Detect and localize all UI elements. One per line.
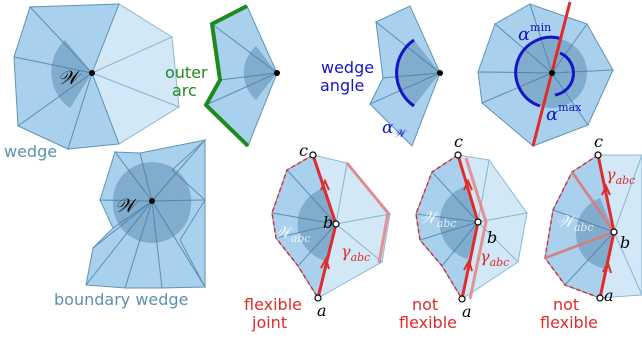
- vertex-a-3: [596, 294, 604, 302]
- wedge-dark-side: [13, 3, 120, 150]
- w-abc-symbol-1: 𝒲abc: [273, 223, 311, 245]
- outer-arc-sector-disk: [243, 46, 277, 100]
- outer-arc-label-2: arc: [172, 81, 197, 100]
- vertex-a-1: [314, 294, 322, 302]
- not-flexible-2-label-2: flexible: [540, 313, 598, 332]
- panel-wedge-angle: wedge angle α𝒲: [320, 5, 443, 147]
- vertex-c-2: [454, 151, 462, 159]
- vertex-c-3: [594, 151, 602, 159]
- not-flexible-2-dashed-boundary: [544, 154, 601, 299]
- panel-not-flexible-1: c b a 𝒲abc γabc not flexible: [399, 132, 528, 332]
- label-a-1: a: [317, 301, 327, 320]
- alpha-max-arc: [514, 35, 563, 108]
- wedge-sector-disk: [51, 40, 92, 108]
- wedge-angle-label-2: angle: [320, 76, 364, 95]
- panel-wedge: 𝒲 wedge: [4, 3, 181, 161]
- not-flexible-1-dashed-boundary: [415, 154, 463, 300]
- alpha-min-symbol: αmin: [518, 21, 551, 45]
- alpha-max-symbol: αmax: [546, 101, 582, 125]
- wedge-label: wedge: [4, 142, 57, 161]
- boundary-wedge-label: boundary wedge: [54, 290, 188, 309]
- alpha-minmax-vertex: [549, 70, 555, 76]
- alpha-min-arc: [554, 51, 575, 97]
- gamma-abc-symbol-1: γabc: [341, 242, 370, 264]
- vertex-a-2: [458, 295, 466, 303]
- outer-arc-label-1: outer: [165, 63, 208, 82]
- outer-arc-polyline: [203, 4, 250, 148]
- not-flexible-1-label-1: not: [412, 295, 438, 314]
- flexible-joint-dashed-boundary: [271, 154, 319, 299]
- flexible-joint-label-2: joint: [251, 313, 287, 332]
- wedge-angle-label-1: wedge: [321, 58, 374, 77]
- outer-arc-vertex: [274, 70, 280, 76]
- wedge-angle-arc: [395, 38, 415, 108]
- label-a-2: a: [462, 302, 472, 321]
- panel-boundary-wedge: 𝒲 boundary wedge: [54, 138, 207, 309]
- wedge-angle-vertex: [437, 70, 443, 76]
- label-b-1: b: [323, 213, 333, 232]
- boundary-wedge-symbol: 𝒲: [115, 195, 139, 217]
- wedge-vertex: [89, 70, 95, 76]
- not-flexible-2-label-1: not: [553, 295, 579, 314]
- vertex-b-1: [332, 220, 340, 228]
- w-abc-symbol-3: 𝒲abc: [556, 212, 594, 234]
- wedge-light-side: [90, 3, 181, 145]
- panel-alpha-minmax: αmin αmax: [477, 1, 614, 147]
- alpha-w-symbol: α𝒲: [382, 118, 407, 140]
- not-flexible-2-disk: [575, 198, 614, 269]
- not-flexible-1-label-2: flexible: [399, 313, 457, 332]
- wedge-symbol: 𝒲: [58, 67, 82, 89]
- vertex-c-1: [309, 151, 317, 159]
- flexible-joint-disk: [297, 188, 336, 261]
- vertex-b-2: [474, 218, 482, 226]
- label-b-3: b: [620, 233, 630, 252]
- w-abc-symbol-2: 𝒲abc: [419, 208, 457, 230]
- label-c-1: c: [299, 141, 308, 160]
- panel-outer-arc: outer arc: [165, 4, 280, 148]
- panel-flexible-joint: c b a 𝒲abc γabc flexible joint: [244, 141, 391, 332]
- label-b-2: b: [487, 228, 497, 247]
- not-flexible-1-disk: [439, 186, 478, 259]
- gamma-upper-edge: [311, 154, 338, 225]
- flexible-joint-label-1: flexible: [244, 295, 302, 314]
- label-c-2: c: [454, 132, 463, 151]
- panel-not-flexible-2: c b a 𝒲abc γabc not flexible: [540, 132, 642, 332]
- label-a-3: a: [604, 286, 614, 305]
- wedge-angle-sector-disk: [394, 40, 440, 106]
- label-c-3: c: [594, 132, 603, 151]
- gamma-abc-symbol-3: γabc: [606, 165, 635, 187]
- boundary-wedge-vertex: [149, 198, 155, 204]
- gamma-abc-symbol-2: γabc: [480, 247, 509, 269]
- vertex-b-3: [610, 228, 618, 236]
